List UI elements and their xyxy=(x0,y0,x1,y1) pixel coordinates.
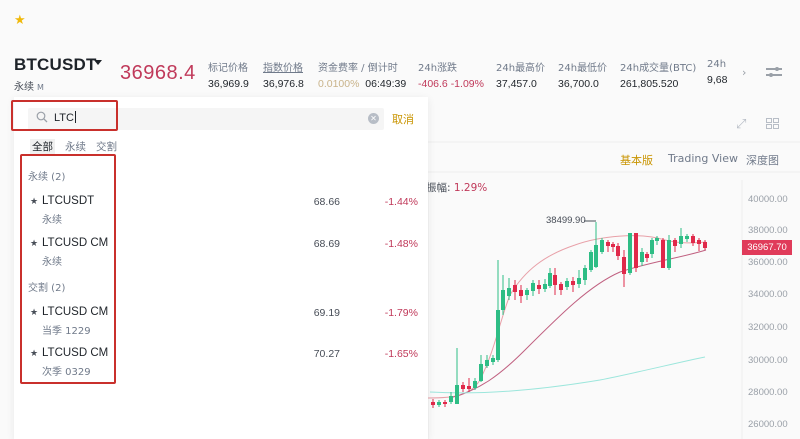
y-axis-tick: 34000.00 xyxy=(748,289,788,300)
result-type: 当季 1229 xyxy=(42,326,91,337)
result-price: 70.27 xyxy=(313,348,340,360)
favorite-star-icon[interactable]: ★ xyxy=(30,197,39,207)
stat-24h-change: 24h涨跌 -406.6 -1.09% xyxy=(418,63,484,90)
y-axis-tick: 26000.00 xyxy=(748,419,788,430)
clear-icon[interactable]: ✕ xyxy=(368,113,379,124)
result-symbol[interactable]: LTCUSDT xyxy=(42,195,95,207)
result-price: 69.19 xyxy=(313,307,340,319)
caret-down-icon[interactable] xyxy=(94,60,102,65)
highlight-search-box xyxy=(11,100,118,131)
stat-24h-low: 24h最低价 36,700.0 xyxy=(558,63,608,90)
stat-24h-turnover: 24h 9,68 xyxy=(707,59,728,86)
search-icon xyxy=(36,111,48,123)
last-price: 36968.4 xyxy=(120,62,196,84)
fullscreen-icon[interactable]: ⤢ xyxy=(736,117,747,132)
sliders-icon[interactable] xyxy=(766,66,782,78)
group-header-delivery: 交割 (2) xyxy=(28,283,66,294)
candlestick-chart[interactable] xyxy=(420,97,800,439)
chevron-right-icon[interactable]: › xyxy=(742,66,747,79)
kline-chart-area[interactable]: 38499.90 40000.00 38000.00 36000.00 3400… xyxy=(420,97,800,439)
result-change: -1.65% xyxy=(384,348,418,360)
cancel-button[interactable]: 取消 xyxy=(392,113,414,126)
favorite-star-icon[interactable]: ★ xyxy=(30,349,39,359)
result-change: -1.79% xyxy=(384,307,418,319)
result-change: -1.48% xyxy=(384,238,418,250)
group-header-perpetual: 永续 (2) xyxy=(28,172,66,183)
amplitude: 振幅: 1.29% xyxy=(426,182,488,194)
stat-mark-price: 标记价格 36,969.9 xyxy=(208,63,249,90)
favorite-star-icon[interactable]: ★ xyxy=(14,13,26,28)
y-axis-tick: 28000.00 xyxy=(748,387,788,398)
result-type: 次季 0329 xyxy=(42,367,91,378)
filter-tab-delivery[interactable]: 交割 xyxy=(96,141,117,153)
y-axis-tick: 38000.00 xyxy=(748,225,788,236)
result-symbol[interactable]: LTCUSD CM xyxy=(42,237,109,249)
stat-index-price[interactable]: 指数价格 36,976.8 xyxy=(263,63,304,90)
y-axis-tick: 40000.00 xyxy=(748,194,788,205)
result-symbol[interactable]: LTCUSD CM xyxy=(42,347,109,359)
left-edge xyxy=(0,97,14,439)
favorite-star-icon[interactable]: ★ xyxy=(30,308,39,318)
ticker-header: BTCUSDT 永续 M 36968.4 标记价格 36,969.9 指数价格 3… xyxy=(0,42,800,129)
high-price-marker: 38499.90 xyxy=(546,215,586,226)
y-axis-tick: 36000.00 xyxy=(748,257,788,268)
top-bar: ★ xyxy=(0,0,800,42)
result-price: 68.66 xyxy=(313,196,340,208)
stat-funding-rate: 资金费率 / 倒计时 0.0100% 06:49:39 xyxy=(318,63,407,90)
tab-depth[interactable]: 深度图 xyxy=(746,154,779,167)
text-cursor xyxy=(74,111,76,123)
y-axis-tick: 32000.00 xyxy=(748,322,788,333)
result-type: 永续 xyxy=(42,257,62,268)
tab-tradingview[interactable]: Trading View xyxy=(668,152,738,165)
y-axis-tick: 30000.00 xyxy=(748,355,788,366)
symbol-selector[interactable]: BTCUSDT xyxy=(14,55,97,74)
contract-type: 永续 M xyxy=(14,82,44,93)
favorite-star-icon[interactable]: ★ xyxy=(30,239,39,249)
stat-24h-volume: 24h成交量(BTC) 261,805.520 xyxy=(620,63,697,90)
filter-tab-perpetual[interactable]: 永续 xyxy=(65,141,86,153)
tab-basic[interactable]: 基本版 xyxy=(620,154,653,167)
filter-tab-all[interactable]: 全部 xyxy=(30,139,55,154)
result-symbol[interactable]: LTCUSD CM xyxy=(42,306,109,318)
highlight-results-box xyxy=(20,154,116,384)
layout-grid-icon[interactable] xyxy=(766,118,780,130)
margin-flag: M xyxy=(37,83,44,92)
result-change: -1.44% xyxy=(384,196,418,208)
result-price: 68.69 xyxy=(313,238,340,250)
search-input-value[interactable]: LTC xyxy=(54,111,76,124)
result-type: 永续 xyxy=(42,215,62,226)
current-price-tag: 36967.70 xyxy=(742,240,792,255)
stat-24h-high: 24h最高价 37,457.0 xyxy=(496,63,546,90)
